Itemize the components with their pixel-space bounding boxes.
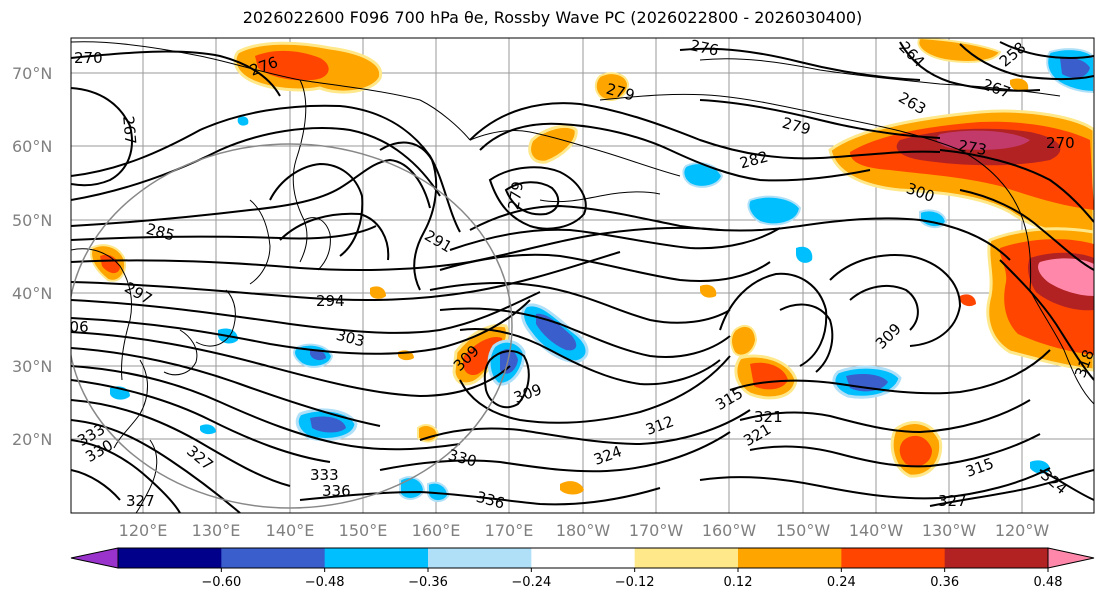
contour-label: 267 bbox=[119, 115, 139, 145]
colorbar-bin bbox=[428, 548, 532, 568]
colorbar-frame bbox=[117, 547, 1049, 569]
lon-label: 170°W bbox=[629, 521, 684, 540]
contour-label: 273 bbox=[957, 136, 988, 159]
colorbar-bin bbox=[738, 548, 842, 568]
contour-label: 279 bbox=[504, 180, 527, 211]
colorbar-tick-label: −0.60 bbox=[201, 575, 241, 590]
lon-label: 130°W bbox=[922, 521, 977, 540]
longitude-labels: 120°E 130°E 140°E 150°E 160°E 170°E 180°… bbox=[119, 521, 1050, 540]
lon-label: 150°W bbox=[776, 521, 831, 540]
colorbar-bin bbox=[118, 548, 222, 568]
lon-label: 140°E bbox=[266, 521, 315, 540]
contour-label: 336 bbox=[322, 482, 351, 500]
colorbar-bin bbox=[634, 548, 739, 568]
colorbar-bin bbox=[324, 548, 429, 568]
reference-circle bbox=[71, 143, 513, 509]
lon-label: 170°E bbox=[485, 521, 534, 540]
warm-anomaly-fills bbox=[90, 38, 1094, 495]
colorbar-bin bbox=[944, 548, 1049, 568]
lon-label: 120°W bbox=[995, 521, 1050, 540]
colorbar-tick-label: 0.12 bbox=[724, 575, 753, 590]
contour-label: 306 bbox=[60, 318, 89, 336]
contour-label: 327 bbox=[126, 492, 155, 510]
lat-label: 40°N bbox=[12, 284, 52, 303]
colorbar-extend-high bbox=[1047, 547, 1095, 569]
map-title: 2026022600 F096 700 hPa θe, Rossby Wave … bbox=[242, 8, 863, 27]
lat-label: 20°N bbox=[12, 430, 52, 449]
contour-label: 276 bbox=[689, 36, 721, 60]
plot-frame bbox=[70, 37, 1095, 514]
colorbar-tick-label: −0.48 bbox=[305, 575, 345, 590]
lat-label: 50°N bbox=[12, 211, 52, 230]
colorbar-bin bbox=[221, 548, 326, 568]
lat-label: 70°N bbox=[12, 64, 52, 83]
lon-label: 120°E bbox=[119, 521, 168, 540]
lon-label: 160°W bbox=[702, 521, 757, 540]
lat-label: 60°N bbox=[12, 137, 52, 156]
contour-label: 321 bbox=[754, 408, 783, 426]
colorbar-tick-label: 0.24 bbox=[827, 575, 856, 590]
colorbar-tick-label: 0.36 bbox=[930, 575, 959, 590]
contour-label: 333 bbox=[310, 466, 339, 484]
lat-label: 30°N bbox=[12, 357, 52, 376]
contour-label: 270 bbox=[1046, 134, 1075, 152]
colorbar-tick-label: −0.12 bbox=[615, 575, 655, 590]
colorbar-bin bbox=[531, 548, 636, 568]
lon-label: 180°W bbox=[556, 521, 611, 540]
colorbar-tick-label: −0.24 bbox=[511, 575, 551, 590]
lon-label: 160°E bbox=[412, 521, 461, 540]
plot-area: 270 276 276 264 258 267 263 267 279 279 … bbox=[60, 36, 1094, 513]
coastlines bbox=[71, 41, 1094, 513]
colorbar-extend-low bbox=[70, 547, 119, 569]
contour-label: 327 bbox=[938, 492, 967, 510]
colorbar-tick-label: 0.48 bbox=[1034, 575, 1063, 590]
lon-label: 140°W bbox=[849, 521, 904, 540]
lon-label: 130°E bbox=[192, 521, 241, 540]
colorbar-tick-label: −0.36 bbox=[408, 575, 448, 590]
latitude-labels: 70°N 60°N 50°N 40°N 30°N 20°N bbox=[12, 64, 52, 449]
theta-e-contours bbox=[71, 41, 1094, 513]
contour-label: 294 bbox=[316, 292, 345, 310]
colorbar-bin bbox=[841, 548, 946, 568]
lon-label: 150°E bbox=[339, 521, 388, 540]
contour-label: 270 bbox=[74, 49, 103, 67]
cool-anomaly-fills bbox=[110, 48, 1094, 502]
colorbar: −0.60 −0.48 −0.36 −0.24 −0.12 0.12 0.24 0.36 0.4… bbox=[70, 547, 1095, 590]
